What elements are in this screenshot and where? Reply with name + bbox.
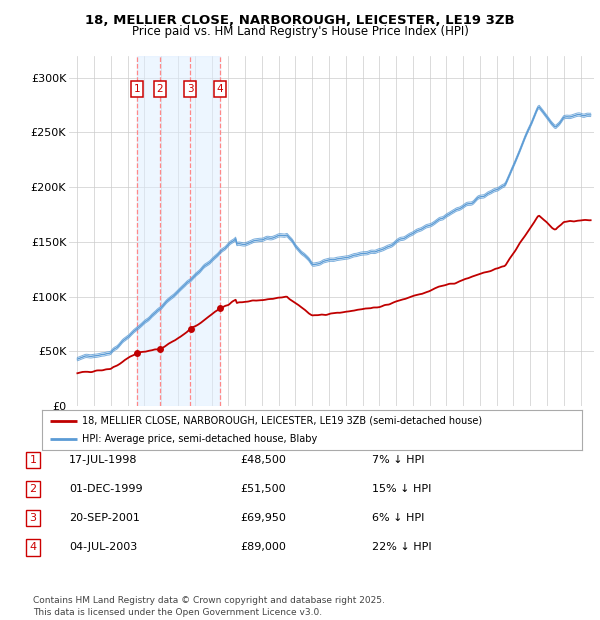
Text: 15% ↓ HPI: 15% ↓ HPI bbox=[372, 484, 431, 494]
Text: £51,500: £51,500 bbox=[240, 484, 286, 494]
Text: 1: 1 bbox=[133, 84, 140, 94]
Text: 17-JUL-1998: 17-JUL-1998 bbox=[69, 455, 137, 465]
Text: 01-DEC-1999: 01-DEC-1999 bbox=[69, 484, 143, 494]
Text: 7% ↓ HPI: 7% ↓ HPI bbox=[372, 455, 425, 465]
Text: 3: 3 bbox=[29, 513, 37, 523]
Text: £48,500: £48,500 bbox=[240, 455, 286, 465]
Text: 22% ↓ HPI: 22% ↓ HPI bbox=[372, 542, 431, 552]
Text: £89,000: £89,000 bbox=[240, 542, 286, 552]
Text: Contains HM Land Registry data © Crown copyright and database right 2025.
This d: Contains HM Land Registry data © Crown c… bbox=[33, 596, 385, 617]
Text: 18, MELLIER CLOSE, NARBOROUGH, LEICESTER, LE19 3ZB: 18, MELLIER CLOSE, NARBOROUGH, LEICESTER… bbox=[85, 14, 515, 27]
Text: Price paid vs. HM Land Registry's House Price Index (HPI): Price paid vs. HM Land Registry's House … bbox=[131, 25, 469, 38]
Text: 18, MELLIER CLOSE, NARBOROUGH, LEICESTER, LE19 3ZB (semi-detached house): 18, MELLIER CLOSE, NARBOROUGH, LEICESTER… bbox=[83, 416, 482, 426]
Text: 4: 4 bbox=[29, 542, 37, 552]
Text: 20-SEP-2001: 20-SEP-2001 bbox=[69, 513, 140, 523]
Text: 1: 1 bbox=[29, 455, 37, 465]
Text: 04-JUL-2003: 04-JUL-2003 bbox=[69, 542, 137, 552]
Text: 6% ↓ HPI: 6% ↓ HPI bbox=[372, 513, 424, 523]
Text: 3: 3 bbox=[187, 84, 193, 94]
Text: 2: 2 bbox=[29, 484, 37, 494]
Text: HPI: Average price, semi-detached house, Blaby: HPI: Average price, semi-detached house,… bbox=[83, 434, 318, 444]
Text: £69,950: £69,950 bbox=[240, 513, 286, 523]
Bar bbox=[137, 56, 220, 406]
Text: 2: 2 bbox=[157, 84, 163, 94]
Text: 4: 4 bbox=[217, 84, 223, 94]
